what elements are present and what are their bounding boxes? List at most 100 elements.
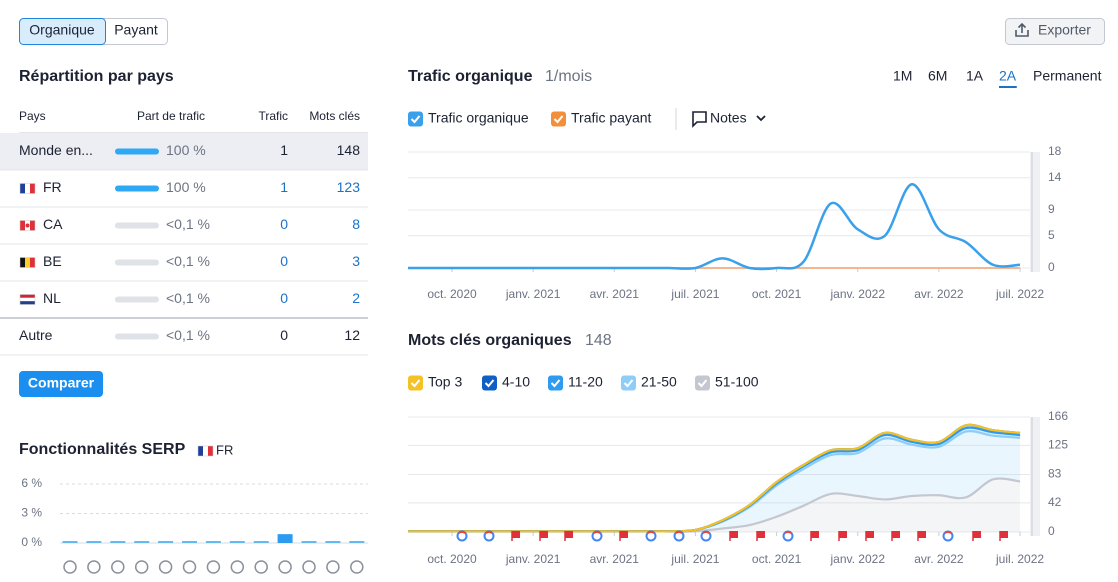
export-icon xyxy=(1015,22,1029,37)
keywords-value: 123 xyxy=(337,179,361,195)
bar xyxy=(325,541,341,543)
y-tick-label: 5 xyxy=(1048,228,1055,242)
country-name: NL xyxy=(43,290,61,306)
share-label: 100 % xyxy=(166,179,206,195)
compare-button[interactable] xyxy=(19,371,103,397)
period-button[interactable]: 6M xyxy=(928,68,947,84)
x-tick-label: oct. 2020 xyxy=(427,287,477,301)
serp-icon xyxy=(182,560,197,574)
serp-icon xyxy=(302,560,316,574)
y-tick-label: 42 xyxy=(1048,495,1062,509)
checkbox[interactable] xyxy=(621,375,636,391)
bar xyxy=(301,541,317,543)
x-tick-label: janv. 2021 xyxy=(505,552,561,566)
country-name: FR xyxy=(43,179,62,195)
x-tick-label: avr. 2021 xyxy=(590,552,640,566)
country-name: BE xyxy=(43,253,62,269)
tab-label[interactable]: Payant xyxy=(114,22,158,38)
bar xyxy=(86,541,102,543)
column-header: Trafic xyxy=(258,109,288,123)
x-tick-label: oct. 2020 xyxy=(427,552,477,566)
serp-icon xyxy=(111,560,125,574)
flag xyxy=(208,446,213,456)
flag xyxy=(20,301,35,305)
bar xyxy=(158,541,174,543)
legend-label[interactable]: 21-50 xyxy=(641,374,677,390)
period-button[interactable]: 1M xyxy=(893,68,912,84)
chevron xyxy=(756,115,766,122)
checkmark xyxy=(410,379,421,388)
y-tick-label: 0 xyxy=(1048,524,1055,538)
flag-note xyxy=(918,531,926,538)
flag xyxy=(20,183,25,194)
checkmark xyxy=(410,115,421,124)
checkbox[interactable] xyxy=(695,375,710,391)
checkmark xyxy=(550,379,561,388)
keywords-title: Mots clés organiques xyxy=(408,332,572,349)
country-name: Autre xyxy=(19,327,53,343)
serp-icon xyxy=(87,560,101,574)
traffic-subtitle: 1/mois xyxy=(545,68,592,85)
flag-note xyxy=(620,531,628,538)
keywords-value: 12 xyxy=(344,327,360,343)
serp-country: FR xyxy=(216,442,233,457)
legend-label[interactable]: Trafic payant xyxy=(571,110,652,126)
flag-note xyxy=(1000,531,1008,538)
google-note xyxy=(591,530,603,542)
flag xyxy=(197,445,214,457)
y-tick-label: 6 % xyxy=(21,476,42,490)
checkbox[interactable] xyxy=(408,375,423,391)
y-tick-label: 14 xyxy=(1048,170,1062,184)
flag-note xyxy=(730,531,738,538)
legend-label[interactable]: 51-100 xyxy=(715,374,759,390)
period-button[interactable]: 2A xyxy=(999,68,1017,84)
checkbox[interactable] xyxy=(548,375,563,391)
legend-label[interactable]: Trafic organique xyxy=(428,110,529,126)
compare-label[interactable]: Comparer xyxy=(28,375,95,391)
x-tick-label: avr. 2022 xyxy=(914,552,964,566)
plot xyxy=(408,423,1021,533)
bar xyxy=(205,541,221,543)
keywords-value: 2 xyxy=(352,290,360,306)
flag xyxy=(20,297,35,302)
traffic-value: 0 xyxy=(280,327,288,343)
column-header: Pays xyxy=(19,109,46,123)
export-button[interactable] xyxy=(1005,18,1105,45)
legend-label[interactable]: Top 3 xyxy=(428,374,462,390)
serp-icon xyxy=(254,560,268,574)
export-label[interactable]: Exporter xyxy=(1038,22,1091,38)
tab-active[interactable] xyxy=(19,18,106,45)
google-note xyxy=(593,530,601,534)
country-name: CA xyxy=(43,216,63,232)
serp-icon xyxy=(63,560,77,574)
serp-icon xyxy=(206,560,221,574)
y-tick-label: 83 xyxy=(1048,467,1062,481)
plot xyxy=(408,182,1021,271)
google-note xyxy=(700,530,712,542)
checkbox[interactable] xyxy=(551,111,566,127)
checkbox[interactable] xyxy=(482,375,497,391)
checkmark xyxy=(623,379,634,388)
axis-band xyxy=(1030,417,1040,536)
flag xyxy=(25,223,30,228)
flag-note xyxy=(866,531,874,538)
x-tick-label: oct. 2021 xyxy=(752,552,802,566)
google-note xyxy=(675,530,683,534)
period-button[interactable]: Permanent xyxy=(1033,68,1102,84)
share-bar xyxy=(115,148,159,155)
checkmark xyxy=(697,379,708,388)
column-header: Mots clés xyxy=(309,109,360,123)
x-tick-label: janv. 2021 xyxy=(505,287,561,301)
period-button[interactable]: 1A xyxy=(966,68,984,84)
share-bar xyxy=(115,185,159,192)
tab-label[interactable]: Organique xyxy=(29,22,95,38)
legend-label[interactable]: 4-10 xyxy=(502,374,530,390)
notes-label[interactable]: Notes xyxy=(710,110,747,126)
line xyxy=(408,423,1021,533)
checkbox[interactable] xyxy=(408,111,423,127)
bar xyxy=(182,541,197,543)
x-tick-label: janv. 2022 xyxy=(830,287,886,301)
flag-note xyxy=(811,531,819,538)
legend-label[interactable]: 11-20 xyxy=(568,374,603,390)
google-note xyxy=(483,530,495,542)
